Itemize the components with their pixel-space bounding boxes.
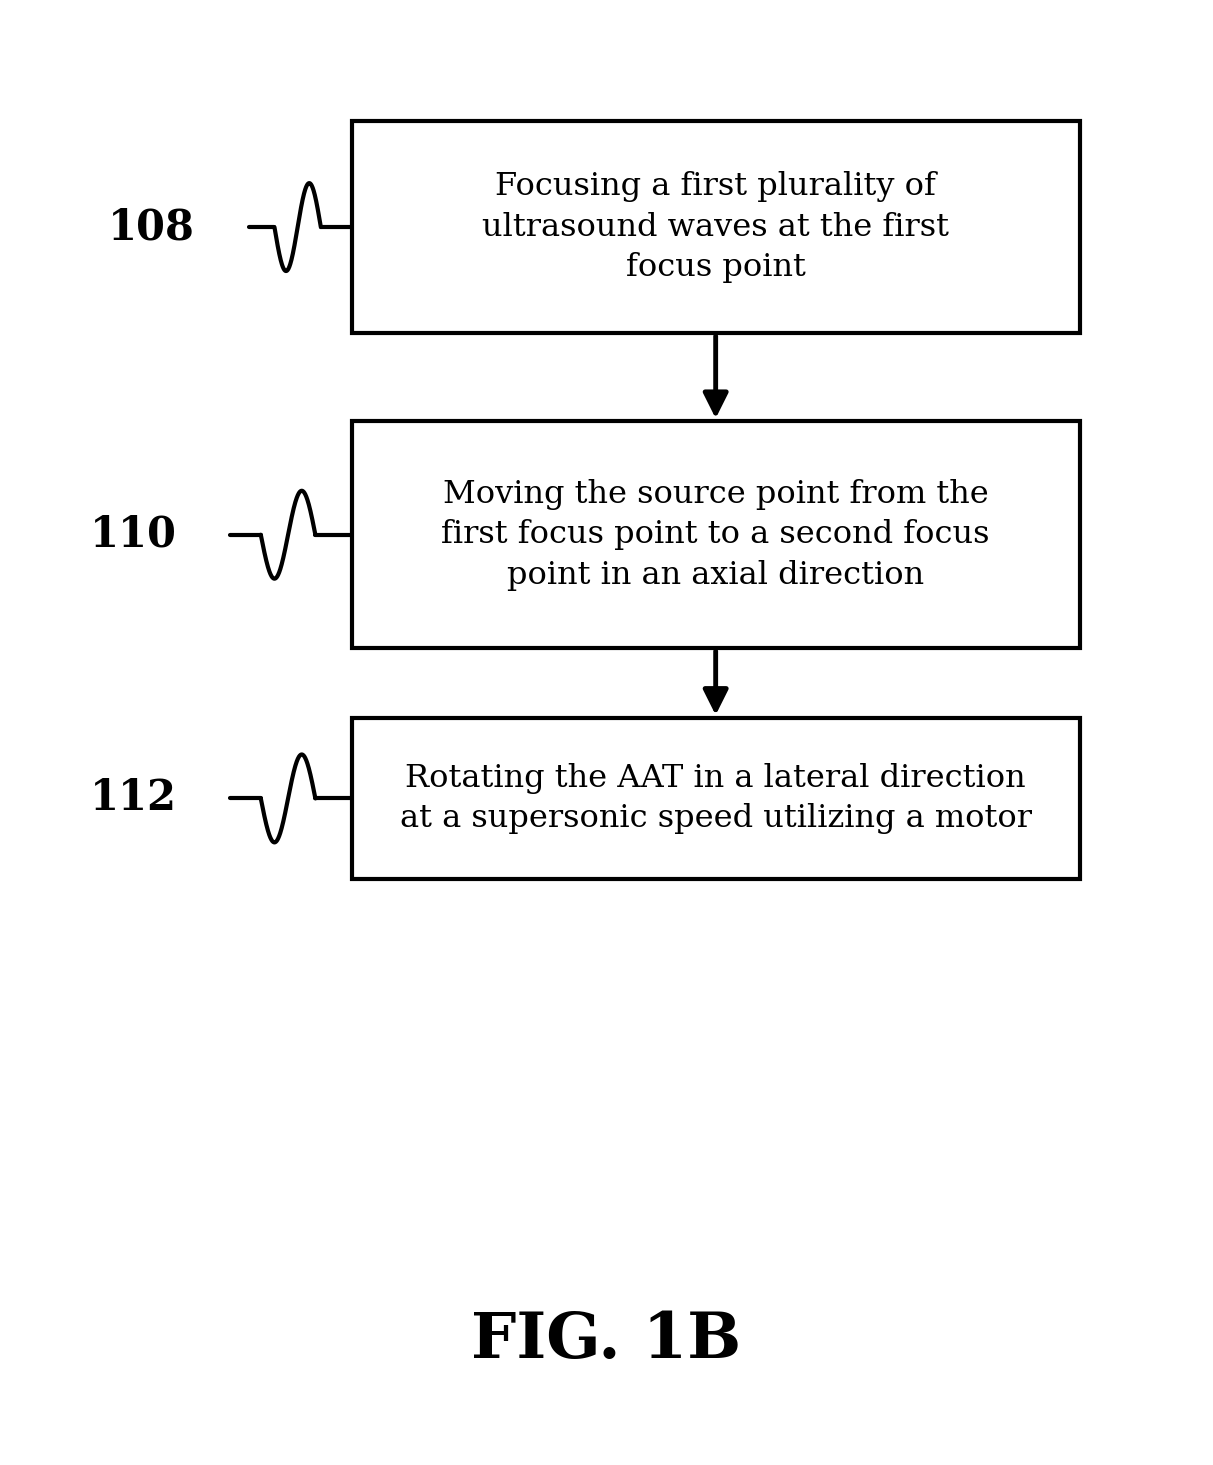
Text: 108: 108	[108, 207, 195, 248]
Text: 112: 112	[90, 778, 177, 819]
Text: Moving the source point from the
first focus point to a second focus
point in an: Moving the source point from the first f…	[442, 479, 990, 590]
Text: Rotating the AAT in a lateral direction
at a supersonic speed utilizing a motor: Rotating the AAT in a lateral direction …	[399, 763, 1032, 834]
Text: FIG. 1B: FIG. 1B	[472, 1310, 741, 1371]
Text: 110: 110	[90, 514, 177, 555]
Bar	[352, 122, 1080, 334]
Bar	[352, 422, 1080, 648]
Bar	[352, 718, 1080, 879]
Text: Focusing a first plurality of
ultrasound waves at the first
focus point: Focusing a first plurality of ultrasound…	[483, 171, 949, 283]
